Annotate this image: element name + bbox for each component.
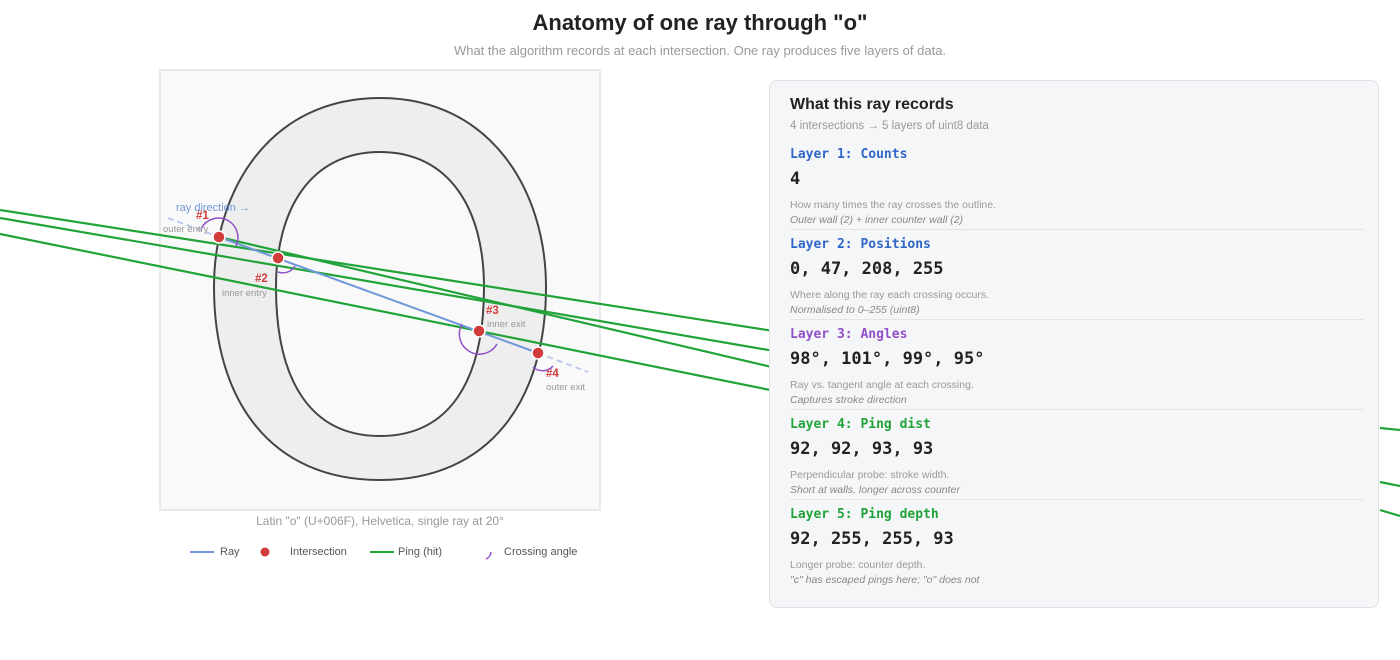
- divider: [790, 499, 1364, 500]
- glyph-o: [212, 96, 548, 482]
- layer-note: "c" has escaped pings here; "o" does not: [790, 574, 980, 586]
- angle-arc: [458, 323, 498, 355]
- intersection-id: #2: [255, 273, 268, 285]
- layer-note: Short at walls, longer across counter: [790, 484, 960, 496]
- dot-icon: [260, 547, 270, 557]
- intersection-label: inner exit: [487, 319, 526, 330]
- layer-description: Where along the ray each crossing occurs…: [790, 289, 990, 301]
- layer-counts: Layer 1: Counts 4 How many times the ray…: [790, 147, 1364, 237]
- intersection-dot: [531, 346, 545, 360]
- legend-item-ping: Ping (hit): [370, 545, 460, 561]
- legend-item-intersection: Intersection: [260, 545, 360, 561]
- legend-label: Ray: [220, 546, 240, 558]
- records-panel: What this ray records 4 intersections → …: [769, 80, 1379, 608]
- page-subtitle: What the algorithm records at each inter…: [453, 43, 947, 58]
- divider: [790, 229, 1364, 230]
- layer-description: How many times the ray crosses the outli…: [790, 199, 997, 211]
- ping-line: [1379, 426, 1400, 432]
- line-icon: [370, 551, 394, 553]
- crossing-angle-arcs: [200, 217, 554, 372]
- intersection-points: [212, 230, 545, 360]
- layer-value: 4: [790, 169, 801, 189]
- layer-value: 92, 92, 93, 93: [790, 439, 934, 459]
- angle-arc: [532, 365, 554, 372]
- diagram-caption: Latin "o" (U+006F), Helvetica, single ra…: [256, 514, 504, 528]
- legend: Ray Intersection Ping (hit) Crossing ang…: [160, 545, 600, 561]
- intersection-dot: [472, 324, 486, 338]
- glyph-outline: [212, 96, 548, 482]
- layer-title: Layer 4: Ping dist: [790, 417, 931, 432]
- ray-extension-end: [537, 352, 589, 373]
- layer-title: Layer 1: Counts: [790, 147, 908, 162]
- layer-ping-dist: Layer 4: Ping dist 92, 92, 93, 93 Perpen…: [790, 409, 1364, 507]
- layer-title: Layer 3: Angles: [790, 327, 908, 342]
- intersection-label: outer exit: [546, 382, 585, 393]
- layer-description: Perpendicular probe: stroke width.: [790, 469, 950, 481]
- line-icon: [190, 551, 214, 553]
- intersection-label: inner entry: [222, 288, 267, 299]
- arc-icon: [485, 551, 492, 560]
- layer-description: Ray vs. tangent angle at each crossing.: [790, 379, 974, 391]
- divider: [790, 409, 1364, 410]
- ping-lines: [0, 208, 1400, 518]
- legend-label: Intersection: [290, 546, 347, 558]
- intersection-id: #1: [196, 210, 209, 222]
- panel-title: What this ray records: [790, 96, 954, 113]
- intersection-id: #4: [546, 368, 559, 380]
- angle-arc: [277, 265, 296, 274]
- intersection-label: outer entry: [163, 224, 209, 235]
- ping-line: [0, 216, 781, 354]
- layer-note: Captures stroke direction: [790, 394, 907, 406]
- ping-line: [218, 235, 781, 371]
- intersection-dot: [212, 230, 226, 244]
- intersection-id: #3: [486, 305, 499, 317]
- legend-item-ray: Ray: [190, 545, 250, 561]
- ping-line: [0, 208, 781, 334]
- ray-direction-label: ray direction →: [176, 202, 250, 214]
- divider: [790, 319, 1364, 320]
- angle-arc: [200, 217, 239, 247]
- layer-note: Outer wall (2) + inner counter wall (2): [790, 214, 964, 226]
- layer-value: 98°, 101°, 99°, 95°: [790, 349, 985, 369]
- legend-label: Ping (hit): [398, 546, 443, 558]
- layer-note: Normalised to 0–255 (uint8): [790, 304, 920, 316]
- intersection-dot: [271, 251, 285, 265]
- layer-angles: Layer 3: Angles 98°, 101°, 99°, 95° Ray …: [790, 319, 1364, 417]
- layer-title: Layer 2: Positions: [790, 237, 931, 252]
- layer-description: Longer probe: counter depth.: [790, 559, 926, 571]
- layer-positions: Layer 2: Positions 0, 47, 208, 255 Where…: [790, 229, 1364, 327]
- ping-line: [1379, 480, 1400, 488]
- layer-ping-depth: Layer 5: Ping depth 92, 255, 255, 93 Lon…: [790, 499, 1364, 597]
- legend-item-crossing-angle: Crossing angle: [482, 545, 600, 561]
- panel-subtitle: 4 intersections → 5 layers of uint8 data: [790, 120, 989, 132]
- page-title: Anatomy of one ray through "o": [532, 10, 868, 35]
- layer-title: Layer 5: Ping depth: [790, 507, 939, 522]
- ping-line: [1379, 508, 1400, 518]
- layer-value: 92, 255, 255, 93: [790, 529, 954, 549]
- ping-line: [0, 232, 781, 394]
- legend-label: Crossing angle: [504, 546, 578, 558]
- ray-extension-start: [167, 217, 220, 238]
- layer-value: 0, 47, 208, 255: [790, 259, 944, 279]
